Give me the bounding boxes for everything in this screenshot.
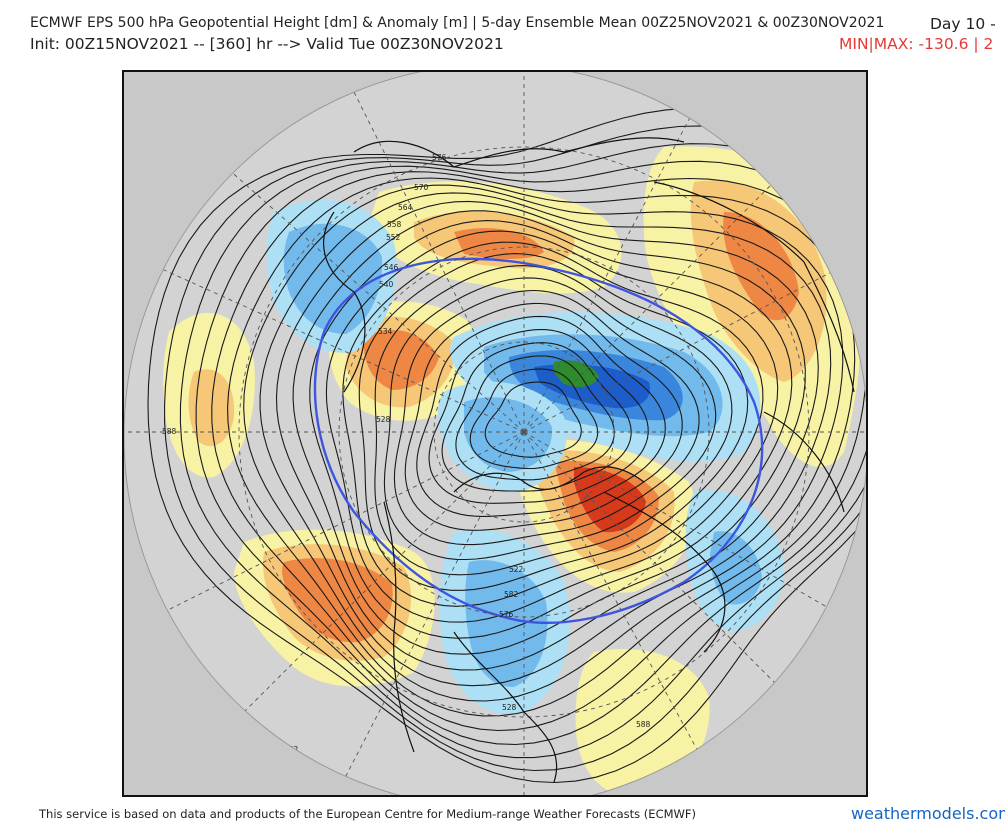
contour-label: 528 [376,415,391,424]
height-contour-line [309,220,793,639]
contour-label: 588 [162,427,177,436]
height-contour-line [416,315,666,517]
height-contour-line [484,381,582,458]
height-contour-line [393,289,700,546]
positive-anomaly-atlantic-south [575,649,710,795]
height-contour-line [179,143,866,759]
height-contour-line [227,177,856,717]
contour-label: 540 [379,280,394,289]
polar-stereographic-map: 576 570 564 558 552 546 540 534 528 522 … [122,70,868,797]
brand-link[interactable]: weathermodels.com [851,804,1005,823]
height-contour-line [292,210,806,655]
contour-label: 576 [432,153,447,162]
height-contour-line [195,160,866,746]
height-contour-line [469,368,599,470]
height-contour-line [374,265,733,576]
height-contours [147,107,866,784]
height-contour-line [441,342,632,492]
contour-label: 546 [384,263,399,272]
ecmwf-credit: This service is based on data and produc… [39,807,696,821]
coastlines [323,137,855,783]
height-contour-line [243,184,844,702]
height-contour-line [358,253,749,591]
contour-label: 522 [509,565,524,574]
contour-label: 528 [502,703,517,712]
height-contour-line [275,200,819,671]
height-contour-line [383,277,717,561]
min-max-label: MIN|MAX: -130.6 | 2 [839,35,994,53]
contour-label: 582 [504,590,519,599]
height-contour-line [325,230,779,623]
blue-reference-contour [313,257,764,624]
height-contour-line [259,192,832,687]
contour-label: 534 [378,327,393,336]
contour-label: 570 [414,183,429,192]
init-valid-line: Init: 00Z15NOV2021 -- [360] hr --> Valid… [30,35,504,53]
negative-anomaly-north-america [439,529,570,714]
height-contour-line [211,171,866,732]
contour-labels: 576 570 564 558 552 546 540 534 528 522 … [162,153,651,754]
chart-title: ECMWF EPS 500 hPa Geopotential Height [d… [30,15,885,31]
contour-label: 558 [387,220,402,229]
contour-label: 576 [499,610,514,619]
contour-label: 552 [386,233,401,242]
lat-lon-grid [124,72,866,795]
negative-anomaly-central-arctic [438,381,567,492]
forecast-day-label: Day 10 - [930,15,996,33]
height-contour-line [404,302,683,531]
contour-label: 564 [398,203,413,212]
height-contour-line [428,329,649,504]
height-contour-line [455,355,615,481]
contour-label: 588 [636,720,651,729]
height-contour-line [342,241,764,607]
